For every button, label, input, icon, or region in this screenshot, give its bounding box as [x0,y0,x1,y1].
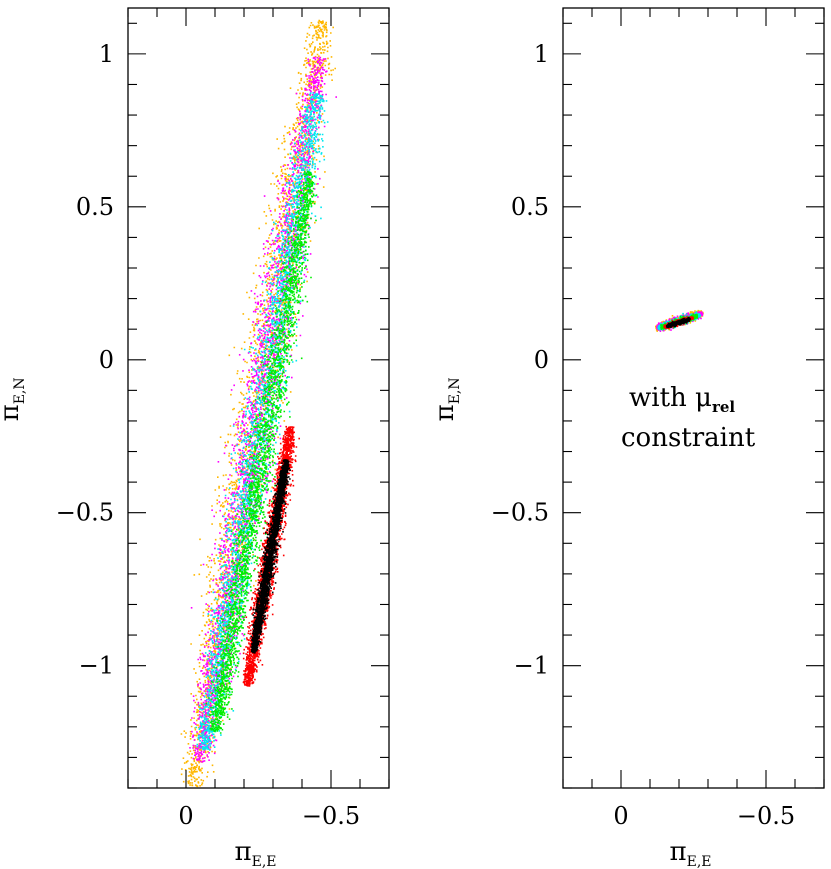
series-3 [195,92,329,751]
y-axis-label: πE,N [0,377,28,421]
plot-frame [127,7,390,789]
y-tick-label: 1 [534,40,549,68]
y-tick-label: −1 [514,652,549,680]
series-points [195,92,329,751]
y-tick-label: 0.5 [511,193,549,221]
scatter-cloud [180,19,337,788]
series-4 [205,171,318,734]
x-tick-label: 0 [178,802,193,830]
series-points [665,316,691,329]
y-tick-label: 0.5 [76,193,114,221]
x-tick-label: 0 [613,802,628,830]
y-tick-label: −1 [79,652,114,680]
x-tick-label: −0.5 [302,802,360,830]
series-points [250,459,291,654]
scatter-cloud [655,309,704,332]
annotation-line-2: constraint [621,423,756,453]
y-tick-label: 0 [534,346,549,374]
y-tick-label: −0.5 [491,499,549,527]
series-6 [250,459,291,654]
tick-marks [127,8,390,789]
annotation-line-1: with μrel [629,383,735,416]
x-tick-label: −0.5 [737,802,795,830]
x-axis-label: πE,E [235,837,277,869]
series-6 [665,316,691,329]
panel-2: 1 0.5 0 −0.5 −1 0 −0.5 πE,E πE,N with μrel constra… [430,7,825,869]
panel-1: 1 0.5 0 −0.5 −1 0 −0.5 πE,E πE,N [0,7,390,869]
y-tick-label: 0 [99,346,114,374]
y-axis-label: πE,N [430,377,463,421]
x-axis-label: πE,E [670,837,712,869]
y-tick-label: 1 [99,40,114,68]
y-tick-label: −0.5 [56,499,114,527]
tick-marks [562,8,825,789]
plot-frame [562,7,825,789]
series-points [205,171,318,734]
